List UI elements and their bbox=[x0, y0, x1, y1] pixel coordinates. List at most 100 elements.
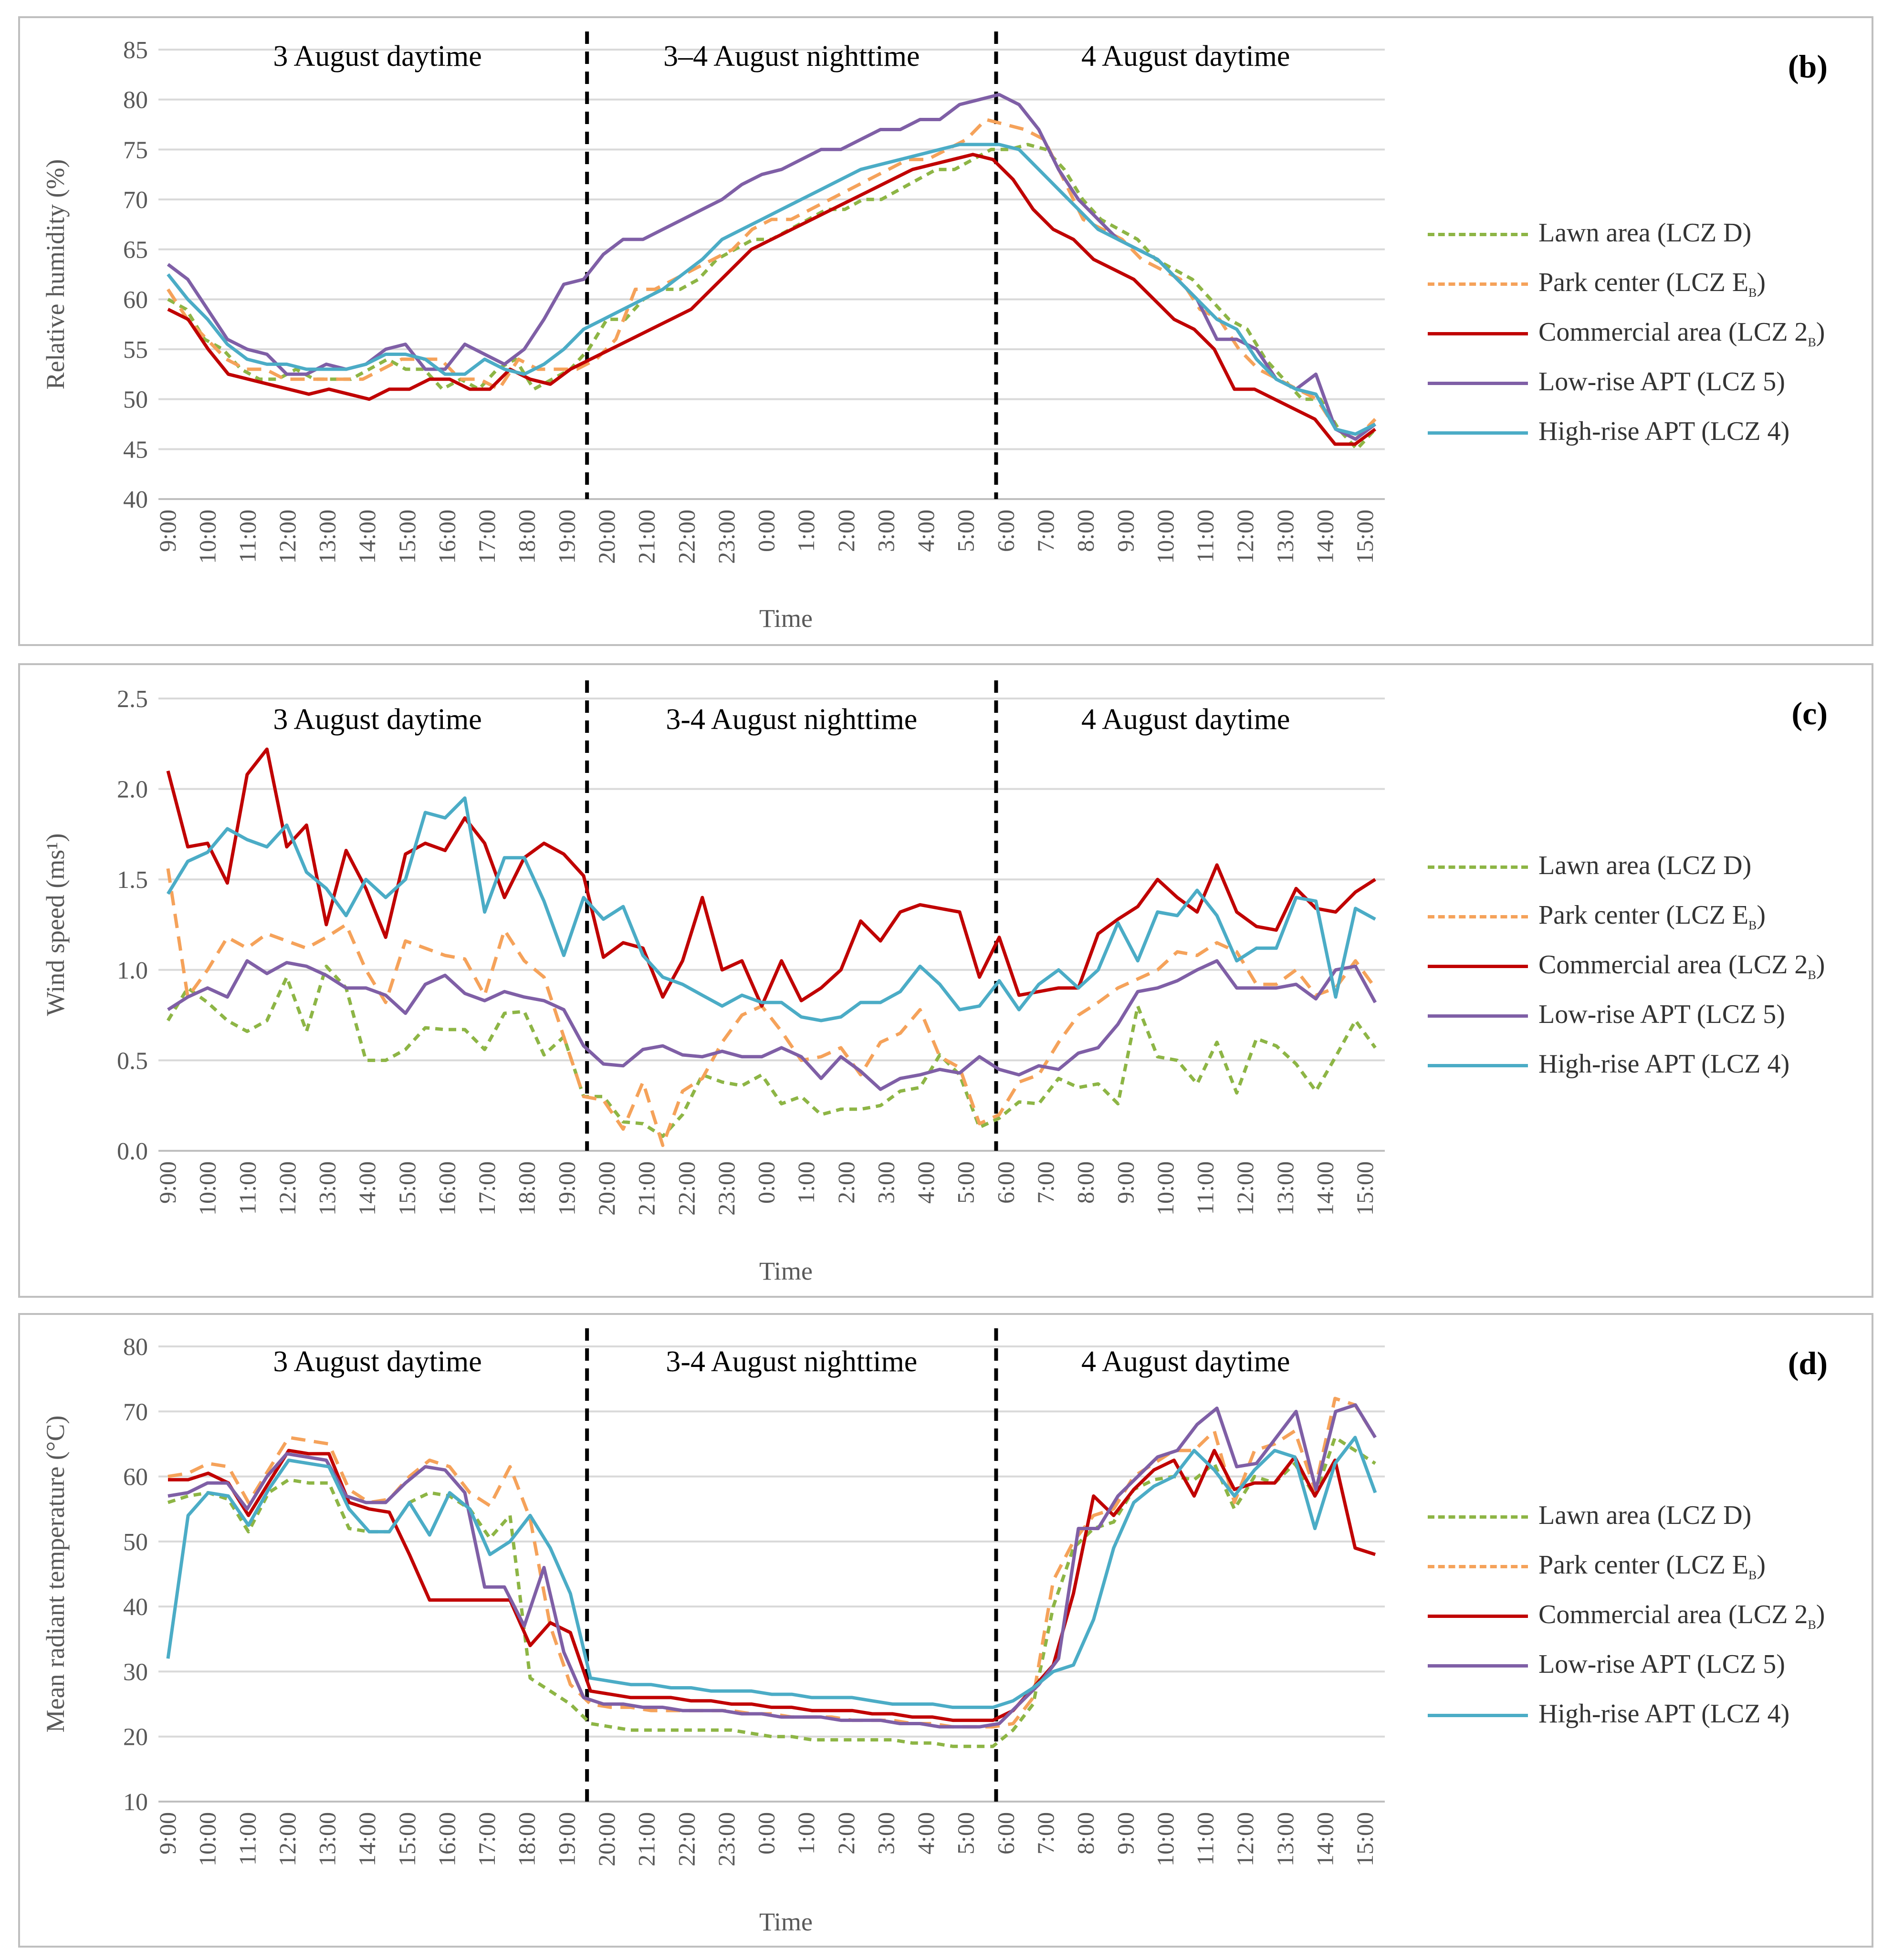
x-tick-label: 15:00 bbox=[394, 1812, 420, 1866]
x-tick-label: 3:00 bbox=[872, 1161, 899, 1204]
x-tick-label: 17:00 bbox=[473, 510, 500, 564]
x-tick-label: 6:00 bbox=[992, 1161, 1019, 1204]
y-tick-label: 85 bbox=[123, 37, 148, 64]
legend-item: Low-rise APT (LCZ 5) bbox=[1428, 1640, 1857, 1690]
series-line bbox=[166, 747, 1376, 1008]
x-tick-label: 23:00 bbox=[713, 510, 740, 564]
x-tick-label: 15:00 bbox=[1351, 1812, 1378, 1866]
chart-svg-b: 40 45 50 55 60 65 70 75 80 85 Relative humidity (%… bbox=[41, 31, 1385, 633]
period-label: 3 August daytime bbox=[273, 40, 481, 73]
y-axis-label: Wind speed (ms¹) bbox=[41, 834, 70, 1016]
legend-label: Low-rise APT (LCZ 5) bbox=[1538, 1000, 1785, 1029]
legend-swatch bbox=[1428, 233, 1528, 236]
x-tick-label: 9:00 bbox=[154, 510, 181, 552]
y-tick-label: 45 bbox=[123, 436, 148, 463]
x-tick-label: 12:00 bbox=[1232, 1812, 1258, 1866]
legend-swatch bbox=[1428, 1014, 1528, 1018]
legend-label: Commercial area (LCZ 2B) bbox=[1538, 950, 1825, 982]
x-axis-label: Time bbox=[759, 1257, 813, 1285]
y-tick-label: 0.5 bbox=[117, 1047, 148, 1074]
x-tick-label: 21:00 bbox=[633, 510, 660, 564]
legend-swatch bbox=[1428, 431, 1528, 435]
x-tick-label: 15:00 bbox=[394, 1161, 420, 1216]
legend-item: Park center (LCZ EB) bbox=[1428, 891, 1857, 941]
y-tick-label: 20 bbox=[123, 1724, 148, 1751]
panel-label-c: (c) bbox=[1791, 695, 1828, 731]
x-tick-label: 17:00 bbox=[473, 1812, 500, 1866]
x-tick-label: 0:00 bbox=[753, 1812, 780, 1855]
y-tick-label: 40 bbox=[123, 1594, 148, 1621]
x-tick-label: 16:00 bbox=[433, 1812, 460, 1866]
x-tick-label: 3:00 bbox=[872, 1812, 899, 1855]
chart-panel-d: 10 20 30 40 50 60 70 80 Mean radiant temperature… bbox=[18, 1313, 1873, 1948]
x-tick-label: 18:00 bbox=[513, 510, 540, 564]
chart-svg-d: 10 20 30 40 50 60 70 80 Mean radiant temperature… bbox=[41, 1328, 1385, 1936]
legend-item: High-rise APT (LCZ 4) bbox=[1428, 1040, 1857, 1090]
panel-label-d: (d) bbox=[1788, 1345, 1828, 1381]
period-label: 3-4 August nighttime bbox=[666, 703, 917, 736]
x-tick-label: 18:00 bbox=[513, 1812, 540, 1866]
legend-label: High-rise APT (LCZ 4) bbox=[1538, 1699, 1790, 1729]
legend-swatch bbox=[1428, 1515, 1528, 1519]
x-tick-label: 10:00 bbox=[194, 510, 221, 564]
legend-label: Commercial area (LCZ 2B) bbox=[1538, 1600, 1825, 1632]
series-line bbox=[167, 93, 1377, 441]
y-tick-label: 1.5 bbox=[117, 866, 148, 894]
x-tick-label: 13:00 bbox=[1272, 510, 1298, 564]
x-tick-label: 14:00 bbox=[354, 1812, 380, 1866]
x-tick-label: 4:00 bbox=[912, 510, 939, 552]
x-tick-label: 19:00 bbox=[553, 510, 580, 564]
y-tick-label: 2.5 bbox=[117, 686, 148, 713]
series-line bbox=[167, 959, 1377, 1091]
x-tick-label: 10:00 bbox=[194, 1812, 221, 1866]
x-tick-label: 7:00 bbox=[1032, 1812, 1059, 1855]
x-tick-label: 20:00 bbox=[593, 1161, 620, 1216]
x-tick-label: 16:00 bbox=[433, 510, 460, 564]
x-tick-label: 5:00 bbox=[952, 1161, 979, 1204]
legend-item: Low-rise APT (LCZ 5) bbox=[1428, 990, 1857, 1040]
x-tick-label: 4:00 bbox=[912, 1812, 939, 1855]
y-tick-label: 80 bbox=[123, 1334, 148, 1361]
legend-swatch bbox=[1428, 1064, 1528, 1067]
legend-item: Commercial area (LCZ 2B) bbox=[1428, 308, 1857, 358]
x-tick-label: 9:00 bbox=[1112, 1812, 1139, 1855]
x-tick-label: 11:00 bbox=[234, 510, 261, 563]
period-label: 3 August daytime bbox=[273, 1345, 481, 1378]
x-tick-label: 12:00 bbox=[1232, 1161, 1258, 1216]
y-tick-label: 50 bbox=[123, 1529, 148, 1556]
x-tick-label: 5:00 bbox=[952, 1812, 979, 1855]
y-axis-label: Mean radiant temperature (°C) bbox=[41, 1416, 70, 1733]
x-tick-label: 1:00 bbox=[793, 1161, 819, 1204]
x-axis-label: Time bbox=[759, 1908, 813, 1936]
legend-label: Park center (LCZ EB) bbox=[1538, 900, 1766, 933]
x-axis-label: Time bbox=[759, 604, 813, 633]
y-tick-label: 60 bbox=[123, 1464, 148, 1491]
y-tick-label: 0.0 bbox=[117, 1138, 148, 1165]
legend-swatch bbox=[1428, 965, 1528, 968]
x-tick-label: 2:00 bbox=[833, 1161, 859, 1204]
x-tick-label: 7:00 bbox=[1032, 510, 1059, 552]
period-label: 3 August daytime bbox=[273, 703, 481, 736]
chart-svg-c: 0.0 0.5 1.0 1.5 2.0 2.5 Wind speed (ms¹) 9:00 10… bbox=[41, 680, 1385, 1285]
x-tick-label: 13:00 bbox=[1272, 1812, 1298, 1866]
legend-b: Lawn area (LCZ D) Park center (LCZ EB) Com… bbox=[1428, 209, 1857, 457]
y-tick-label: 70 bbox=[123, 187, 148, 214]
x-tick-label: 13:00 bbox=[1272, 1161, 1298, 1216]
x-tick-label: 12:00 bbox=[274, 1812, 301, 1866]
chart-panel-c: 0.0 0.5 1.0 1.5 2.0 2.5 Wind speed (ms¹) 9:00 10… bbox=[18, 663, 1873, 1298]
x-tick-label: 22:00 bbox=[673, 1161, 700, 1216]
y-tick-label: 65 bbox=[123, 237, 148, 264]
x-tick-label: 0:00 bbox=[753, 510, 780, 552]
x-tick-label: 11:00 bbox=[1192, 510, 1219, 563]
x-tick-label: 12:00 bbox=[274, 1161, 301, 1216]
x-tick-label: 23:00 bbox=[713, 1161, 740, 1216]
x-tick-label: 15:00 bbox=[1351, 510, 1378, 564]
x-tick-label: 15:00 bbox=[394, 510, 420, 564]
legend-label: Park center (LCZ EB) bbox=[1538, 268, 1766, 300]
series-line bbox=[167, 1403, 1377, 1729]
legend-c: Lawn area (LCZ D) Park center (LCZ EB) Com… bbox=[1428, 842, 1857, 1090]
legend-item: Commercial area (LCZ 2B) bbox=[1428, 1591, 1857, 1640]
x-tick-label: 18:00 bbox=[513, 1161, 540, 1216]
x-tick-label: 14:00 bbox=[1311, 1161, 1338, 1216]
x-tick-label: 9:00 bbox=[154, 1812, 181, 1855]
